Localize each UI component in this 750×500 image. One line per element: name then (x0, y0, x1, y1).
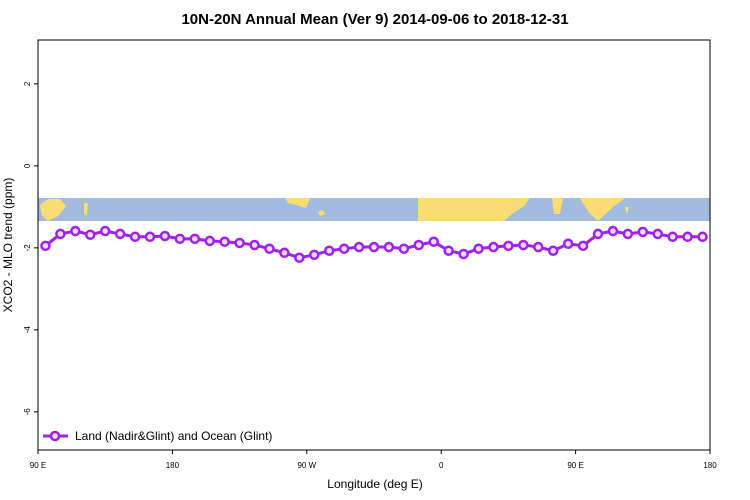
point (398, 243, 410, 254)
point (488, 241, 499, 253)
y-tick-label: 2 (23, 81, 32, 86)
point (323, 245, 335, 256)
point (249, 239, 260, 251)
x-axis-label: Longitude (deg E) (327, 477, 422, 491)
point (667, 231, 678, 243)
point (383, 241, 395, 253)
point (353, 241, 365, 253)
point (682, 231, 693, 243)
point (55, 228, 66, 240)
point (40, 240, 51, 252)
legend-marker (49, 430, 61, 442)
point (309, 249, 320, 261)
x-tick-label: 90 W (297, 461, 316, 470)
point (443, 245, 454, 256)
point (129, 231, 141, 243)
x-tick-label: 90 E (567, 461, 583, 470)
point (174, 233, 186, 245)
y-tick-label: -6 (23, 408, 32, 416)
point (114, 228, 126, 240)
point (622, 228, 634, 240)
point (652, 228, 663, 240)
point (697, 231, 708, 243)
point (219, 236, 230, 247)
point (85, 229, 96, 240)
point (159, 230, 171, 242)
point (473, 243, 484, 254)
point (234, 237, 245, 249)
point (70, 225, 81, 237)
point (607, 225, 619, 237)
y-tick-label: -2 (23, 244, 32, 252)
point (562, 238, 574, 250)
chart-title: 10N-20N Annual Mean (Ver 9) 2014-09-06 t… (181, 11, 568, 28)
point (189, 233, 201, 245)
y-axis-label: XCO2 - MLO trend (ppm) (1, 178, 15, 313)
point (503, 240, 514, 252)
point (533, 241, 544, 253)
point (204, 235, 215, 247)
point (518, 239, 529, 251)
legend-label: Land (Nadir&Glint) and Ocean (Glint) (75, 429, 272, 443)
x-tick-label: 0 (439, 461, 444, 470)
plot-frame (37, 39, 711, 451)
y-tick-label: -4 (23, 326, 32, 334)
point (144, 231, 156, 243)
point (592, 228, 604, 240)
point (637, 226, 649, 238)
point (264, 243, 275, 254)
point (577, 240, 589, 252)
point (413, 239, 425, 251)
point (428, 236, 439, 247)
y-tick-label: 0 (23, 163, 32, 168)
point (279, 247, 290, 259)
x-tick-label: 90 E (30, 461, 46, 470)
x-tick-label: 180 (703, 461, 717, 470)
point (338, 243, 350, 254)
point (99, 225, 111, 237)
x-tick-label: 180 (166, 461, 180, 470)
point (547, 245, 559, 256)
point (458, 248, 469, 260)
point (294, 252, 305, 263)
map-strip (38, 198, 710, 221)
point (368, 241, 380, 253)
